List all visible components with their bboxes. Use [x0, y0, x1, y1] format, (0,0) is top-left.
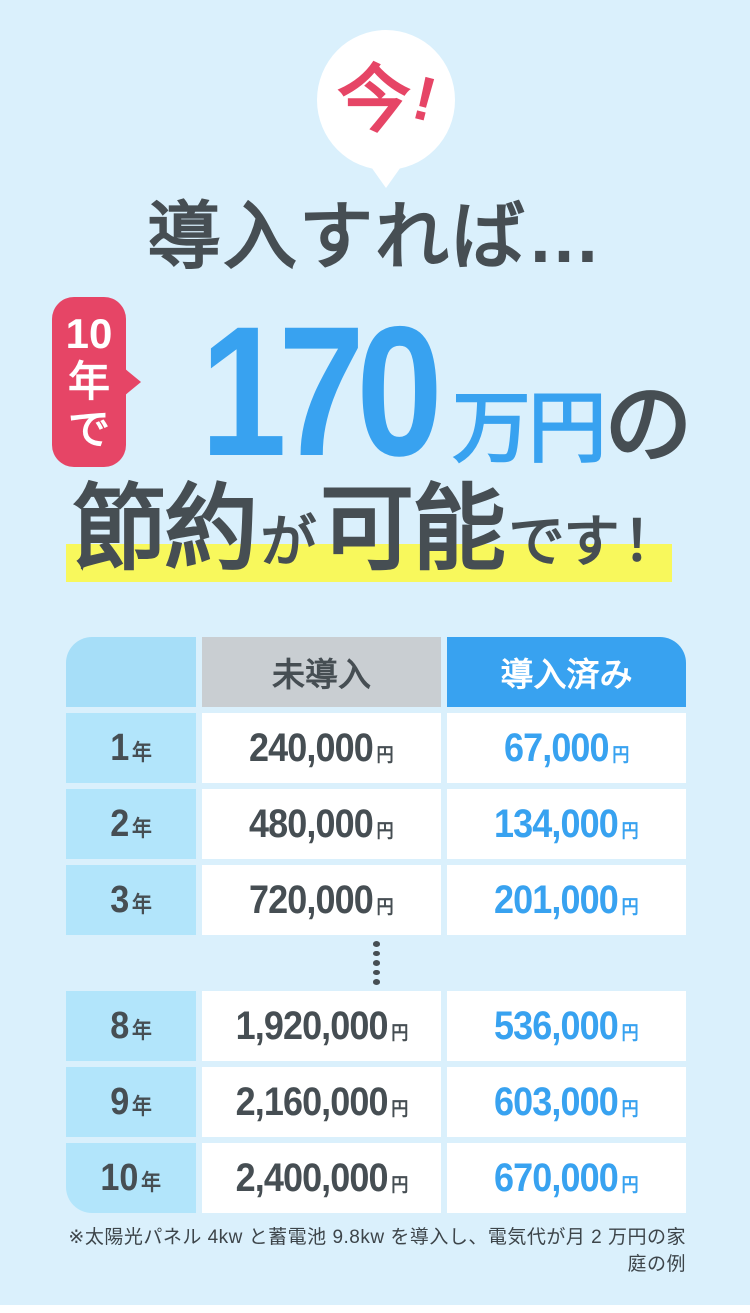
year-cell: 10 年 — [66, 1143, 196, 1213]
now-kanji: 今 — [337, 58, 412, 141]
currency-suffix: 円 — [621, 1098, 639, 1120]
value-number: 480,000 — [249, 801, 374, 846]
ellipsis-dot — [372, 941, 380, 947]
currency-suffix: 円 — [376, 896, 394, 918]
currency-suffix: 円 — [390, 1098, 408, 1120]
year-number: 9 — [110, 1080, 130, 1123]
year-suffix: 年 — [131, 815, 152, 841]
amount-particle: の — [604, 375, 693, 474]
amount-number: 170 — [199, 289, 442, 495]
year-suffix: 年 — [131, 891, 152, 917]
savings-headline: 節約 が 可能 です ！ — [0, 482, 750, 582]
intro-headline: 導入すれば… — [147, 195, 603, 278]
currency-suffix: 円 — [621, 896, 639, 918]
ellipsis-dot — [372, 979, 380, 985]
currency-suffix: 円 — [621, 1174, 639, 1196]
savings-word-desu: です — [508, 510, 619, 573]
value-without: 1,920,000 円 — [202, 991, 441, 1061]
value-with: 603,000 円 — [447, 1067, 686, 1137]
savings-headline-inner: 節約 が 可能 です ！ — [66, 482, 682, 582]
currency-suffix: 円 — [390, 1022, 408, 1044]
amount-unit: 万円 — [452, 384, 606, 472]
now-speech-bubble: 今 ! — [317, 30, 455, 170]
value-number: 67,000 — [503, 725, 610, 770]
value-without: 480,000 円 — [202, 789, 441, 859]
period-badge: 10 年 で — [52, 297, 126, 467]
currency-suffix: 円 — [390, 1174, 408, 1196]
currency-suffix: 円 — [376, 820, 394, 842]
year-suffix: 年 — [131, 1017, 152, 1043]
amount-headline-row: 10 年 で 170 万円 の — [0, 289, 750, 495]
bottom-white-strip — [0, 1305, 750, 1313]
ellipsis-dot — [372, 950, 380, 957]
value-number: 2,160,000 — [235, 1079, 388, 1124]
currency-suffix: 円 — [621, 1022, 639, 1044]
currency-suffix: 円 — [376, 744, 394, 766]
value-number: 201,000 — [494, 877, 619, 922]
period-badge-number: 10 — [65, 309, 113, 357]
value-with: 536,000 円 — [447, 991, 686, 1061]
savings-word-setsuyaku: 節約 — [72, 476, 258, 581]
value-number: 670,000 — [494, 1155, 619, 1200]
value-with: 67,000 円 — [447, 713, 686, 783]
year-number: 1 — [110, 726, 130, 769]
year-suffix: 年 — [141, 1169, 162, 1195]
table-header-without: 未導入 — [202, 637, 441, 707]
savings-word-ga: が — [260, 510, 317, 573]
year-number: 3 — [110, 878, 130, 921]
value-without: 2,160,000 円 — [202, 1067, 441, 1137]
value-number: 1,920,000 — [235, 1003, 388, 1048]
footnote: ※太陽光パネル 4kw と蓄電池 9.8kw を導入し、電気代が月 2 万円の家… — [68, 1227, 686, 1275]
value-number: 240,000 — [249, 725, 374, 770]
value-with: 670,000 円 — [447, 1143, 686, 1213]
table-header-with: 導入済み — [447, 637, 686, 707]
currency-suffix: 円 — [612, 744, 630, 766]
year-number: 8 — [110, 1004, 130, 1047]
speech-bubble-tail — [369, 164, 403, 188]
value-number: 603,000 — [494, 1079, 619, 1124]
value-number: 720,000 — [249, 877, 374, 922]
table-header-blank — [66, 637, 196, 707]
year-number: 2 — [110, 802, 130, 845]
ellipsis-dot — [372, 960, 380, 966]
ellipsis-dots — [66, 941, 686, 985]
value-number: 536,000 — [494, 1003, 619, 1048]
value-without: 720,000 円 — [202, 865, 441, 935]
year-suffix: 年 — [131, 739, 152, 765]
value-number: 134,000 — [494, 801, 619, 846]
amount-line: 170 万円 の — [120, 289, 750, 495]
savings-word-kanou: 可能 — [320, 476, 506, 581]
period-badge-particle: で — [67, 406, 110, 454]
year-suffix: 年 — [131, 1093, 152, 1119]
value-without: 2,400,000 円 — [202, 1143, 441, 1213]
ellipsis-dot — [372, 969, 380, 976]
savings-word-exclaim: ！ — [622, 510, 679, 573]
value-number: 2,400,000 — [235, 1155, 388, 1200]
yellow-highlight — [66, 544, 672, 582]
now-exclamation: ! — [406, 63, 443, 136]
value-without: 240,000 円 — [202, 713, 441, 783]
period-badge-year: 年 — [67, 357, 110, 405]
year-number: 10 — [100, 1156, 139, 1199]
currency-suffix: 円 — [621, 820, 639, 842]
value-with: 134,000 円 — [447, 789, 686, 859]
value-with: 201,000 円 — [447, 865, 686, 935]
